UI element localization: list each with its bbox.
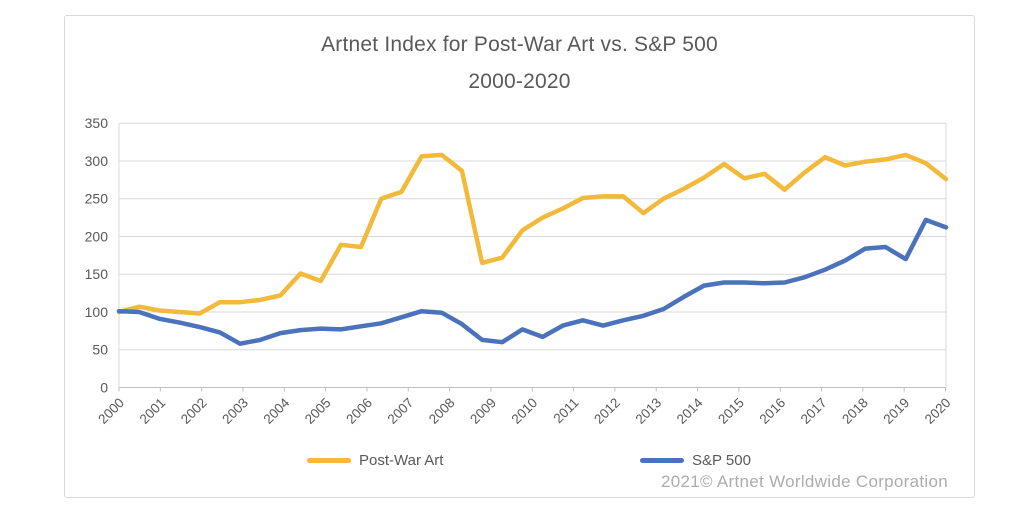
y-axis-label: 350 xyxy=(85,115,109,131)
y-axis-label: 250 xyxy=(85,191,109,207)
x-axis-label: 2003 xyxy=(219,395,251,427)
legend-item-sp500: S&P 500 xyxy=(640,452,751,469)
sp500-line-swatch xyxy=(640,458,684,463)
series-line-post-war-art xyxy=(116,152,949,316)
x-axis-label: 2008 xyxy=(426,395,458,427)
x-axis-label: 2005 xyxy=(302,395,334,427)
chart-frame xyxy=(64,15,975,498)
post-war-art-line-swatch xyxy=(307,458,351,463)
y-axis-label: 150 xyxy=(85,266,109,282)
x-axis-label: 2012 xyxy=(591,395,623,427)
legend-label-sp500: S&P 500 xyxy=(692,452,751,469)
y-axis-label: 200 xyxy=(85,228,109,244)
x-axis-label: 2011 xyxy=(551,395,582,426)
y-axis-label: 100 xyxy=(85,304,109,320)
legend-label-post-war-art: Post-War Art xyxy=(359,452,444,469)
y-axis-label: 300 xyxy=(85,153,109,169)
y-axis-label: 0 xyxy=(100,380,108,396)
x-axis-label: 2018 xyxy=(839,395,871,427)
x-axis-label: 2017 xyxy=(798,395,830,427)
copyright-footer: 2021© Artnet Worldwide Corporation xyxy=(660,472,948,491)
chart-title: Artnet Index for Post-War Art vs. S&P 50… xyxy=(64,26,975,100)
x-axis-label: 2009 xyxy=(467,395,499,427)
series-line-s-p-500 xyxy=(116,217,949,346)
chart-title-line1: Artnet Index for Post-War Art vs. S&P 50… xyxy=(321,33,718,56)
y-axis-label: 50 xyxy=(92,342,108,358)
x-axis-label: 2014 xyxy=(674,395,706,427)
x-axis-label: 2007 xyxy=(385,395,417,427)
x-axis-label: 2020 xyxy=(922,395,954,427)
x-axis-label: 2015 xyxy=(715,395,747,427)
x-axis-label: 2013 xyxy=(632,395,664,427)
x-axis-label: 2006 xyxy=(343,395,375,427)
x-axis-label: 2001 xyxy=(137,395,169,427)
x-axis-label: 2002 xyxy=(178,395,210,427)
legend-item-post-war-art: Post-War Art xyxy=(307,452,443,469)
x-axis-label: 2019 xyxy=(880,395,912,427)
chart-title-line2: 2000-2020 xyxy=(468,70,571,93)
x-axis-label: 2004 xyxy=(261,395,293,427)
x-axis-label: 2016 xyxy=(756,395,788,427)
x-axis-label: 2010 xyxy=(509,395,541,427)
x-axis-label: 2000 xyxy=(95,395,127,427)
